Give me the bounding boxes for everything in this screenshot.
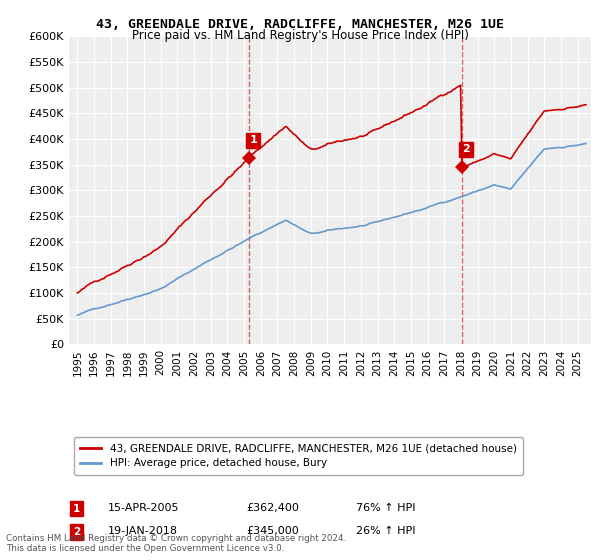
Text: 26% ↑ HPI: 26% ↑ HPI xyxy=(356,526,416,536)
Text: 2: 2 xyxy=(462,144,470,155)
Text: Price paid vs. HM Land Registry's House Price Index (HPI): Price paid vs. HM Land Registry's House … xyxy=(131,29,469,42)
Text: 76% ↑ HPI: 76% ↑ HPI xyxy=(356,503,416,512)
Text: £362,400: £362,400 xyxy=(247,503,299,512)
Text: 15-APR-2005: 15-APR-2005 xyxy=(108,503,179,512)
Text: 1: 1 xyxy=(249,136,257,146)
Text: £345,000: £345,000 xyxy=(247,526,299,536)
Text: 19-JAN-2018: 19-JAN-2018 xyxy=(108,526,178,536)
Legend: 43, GREENDALE DRIVE, RADCLIFFE, MANCHESTER, M26 1UE (detached house), HPI: Avera: 43, GREENDALE DRIVE, RADCLIFFE, MANCHEST… xyxy=(74,437,523,475)
Text: 1: 1 xyxy=(73,503,80,514)
Text: 2: 2 xyxy=(73,526,80,536)
Text: 43, GREENDALE DRIVE, RADCLIFFE, MANCHESTER, M26 1UE: 43, GREENDALE DRIVE, RADCLIFFE, MANCHEST… xyxy=(96,18,504,31)
Text: Contains HM Land Registry data © Crown copyright and database right 2024.
This d: Contains HM Land Registry data © Crown c… xyxy=(6,534,346,553)
